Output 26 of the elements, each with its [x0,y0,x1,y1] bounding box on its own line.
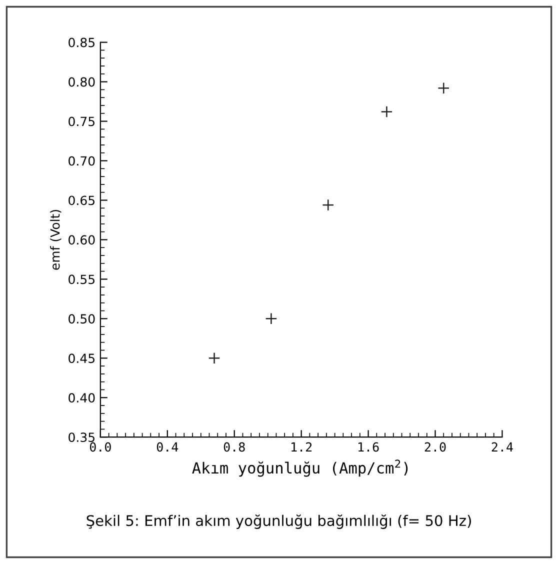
y-tick-label: 0.80 [68,77,95,87]
y-tick-label: 0.70 [68,156,95,166]
x-tick-label: 0.0 [90,442,111,452]
x-tick-label: 2.0 [424,442,446,452]
y-tick-label: 0.40 [68,393,95,403]
x-tick-label: 0.4 [156,442,178,452]
text: Şekil 5: Emf’in akım yoğunluğu bağımlılığı (f= 50 Hz) [86,514,471,529]
x-tick-label: 0.8 [224,442,245,452]
x-tick-label: 1.6 [358,442,379,452]
x-tick-label: 1.2 [292,442,312,452]
point [322,198,334,211]
point [380,106,393,118]
y-tick-label: 0.45 [68,354,94,364]
point [208,352,220,364]
y-tick-label: 0.65 [68,196,94,206]
point [265,312,278,325]
y-tick-label: 0.35 [68,432,94,442]
y-tick-label: 0.85 [68,38,94,48]
point [438,82,450,94]
y-tick-label: 0.55 [68,274,94,284]
y-axis-title: emf (Volt) [50,210,62,270]
y-tick-label: 0.60 [68,235,95,245]
y-tick-label: 0.75 [68,116,94,126]
x-axis-title: Akım yoğunluğu (Amp/cm$^{2}$) [192,460,408,477]
y-tick-label: 0.50 [68,314,95,324]
x-tick-label: 2.4 [492,442,513,452]
